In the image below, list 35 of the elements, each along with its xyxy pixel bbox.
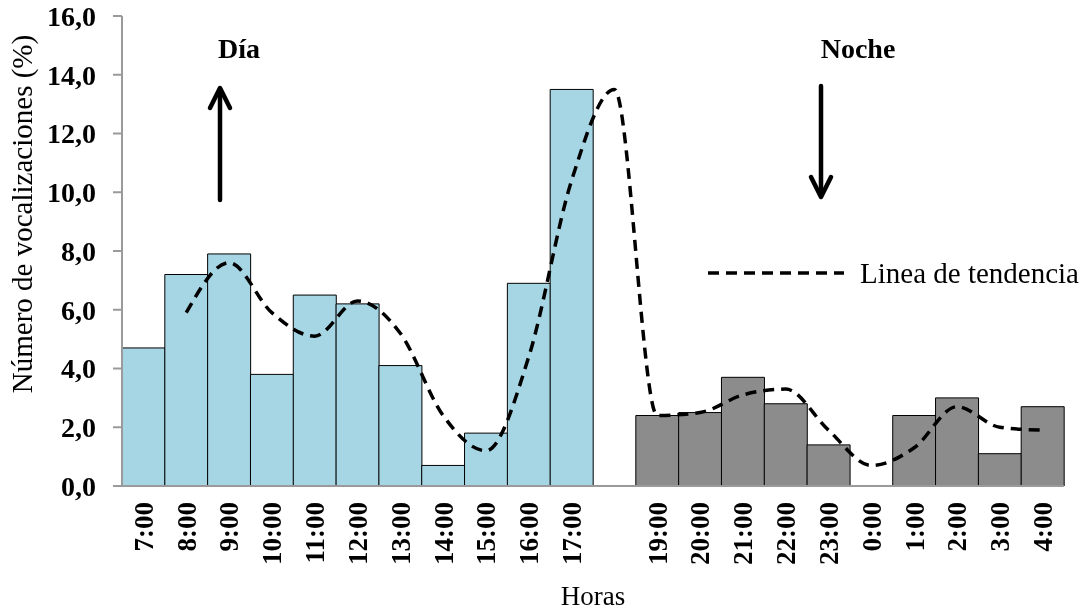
y-tick-label: 10,0	[47, 177, 96, 209]
x-tick-label: 0:00	[856, 502, 887, 552]
x-tick-label: 21:00	[728, 502, 759, 565]
y-tick-label: 8,0	[61, 235, 96, 267]
y-tick-label: 6,0	[61, 294, 96, 326]
annotation: Día	[218, 33, 260, 64]
x-tick-label: 15:00	[471, 502, 502, 565]
x-tick-label: 8:00	[171, 502, 202, 552]
x-tick-label: 16:00	[514, 502, 545, 565]
x-tick-label: 2:00	[942, 502, 973, 552]
y-axis-title: Número de vocalizaciones (%)	[6, 34, 40, 394]
x-tick-label: 7:00	[128, 502, 159, 552]
x-tick-label: 11:00	[300, 502, 331, 564]
x-tick-label: 10:00	[257, 502, 288, 565]
x-tick-label: 20:00	[685, 502, 716, 565]
x-tick-label: 17:00	[557, 502, 588, 565]
x-tick-label: 23:00	[813, 502, 844, 565]
x-axis-title: Horas	[560, 581, 626, 611]
x-tick-label: 13:00	[385, 502, 416, 565]
x-tick-label: 1:00	[899, 502, 930, 552]
x-tick-label: 22:00	[771, 502, 802, 565]
y-tick-label: 16,0	[47, 0, 96, 32]
x-tick-label: 4:00	[1028, 502, 1059, 552]
x-tick-label: 12:00	[342, 502, 373, 565]
y-tick-label: 0,0	[61, 470, 96, 502]
y-tick-label: 4,0	[61, 353, 96, 385]
x-tick-label: 3:00	[985, 502, 1016, 552]
annotation: Noche	[820, 33, 896, 64]
y-tick-label: 12,0	[47, 118, 96, 150]
legend-label: Linea de tendencia	[860, 256, 1079, 290]
x-tick-label: 19:00	[642, 502, 673, 565]
y-tick-label: 14,0	[47, 59, 96, 91]
x-tick-label: 14:00	[428, 502, 459, 565]
x-tick-label: 9:00	[214, 502, 245, 552]
y-tick-label: 2,0	[61, 412, 96, 444]
